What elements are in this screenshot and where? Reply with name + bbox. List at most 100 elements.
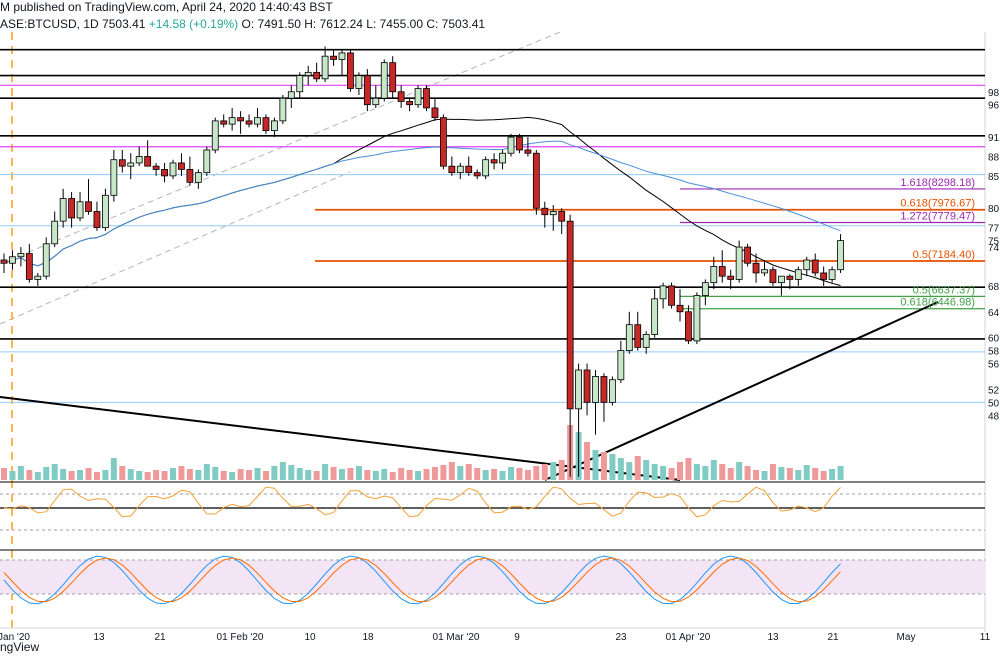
candle xyxy=(203,149,211,174)
candle xyxy=(600,376,608,403)
candle xyxy=(287,91,295,99)
candle xyxy=(296,75,304,93)
volume-bar xyxy=(837,466,844,480)
volume-bar xyxy=(136,471,143,480)
candle xyxy=(372,97,380,106)
candle xyxy=(828,269,836,280)
volume-bar xyxy=(220,471,227,480)
volume-bar xyxy=(753,470,760,480)
close-value: 7503.41 xyxy=(102,17,146,31)
candle xyxy=(313,71,321,80)
y-tick-label: 68 xyxy=(988,282,1000,293)
x-tick-label: 13 xyxy=(93,632,105,643)
volume-bar xyxy=(288,465,295,480)
candle xyxy=(676,304,684,313)
volume-bar xyxy=(829,469,836,480)
volume-bar xyxy=(516,468,523,480)
candle xyxy=(549,211,557,216)
candle xyxy=(752,262,760,274)
volume-bar xyxy=(668,468,675,480)
volume-bar xyxy=(26,470,33,480)
fib-label: 0.5(6637.37) xyxy=(913,284,975,296)
candle xyxy=(245,120,253,125)
candle xyxy=(541,207,549,216)
channel-lower xyxy=(0,171,351,325)
volume-bar xyxy=(195,470,202,480)
candle xyxy=(152,165,160,170)
volume-bar xyxy=(803,465,810,480)
candle xyxy=(338,52,346,60)
publish-line: M published on TradingView.com, April 24… xyxy=(0,0,333,14)
volume-bar xyxy=(68,471,75,480)
fib-label: 1.272(7779.47) xyxy=(900,211,975,223)
volume-bar xyxy=(9,471,16,480)
candle xyxy=(583,369,591,403)
volume-bar xyxy=(347,468,354,480)
volume-bar xyxy=(364,470,371,480)
candle xyxy=(211,120,219,151)
volume-bar xyxy=(60,469,67,480)
y-tick-label: 77 xyxy=(988,224,1000,235)
volume-bar xyxy=(153,470,160,480)
y-tick-label: 91 xyxy=(988,133,1000,144)
ma-blue xyxy=(3,140,841,267)
up-trendline xyxy=(544,301,939,481)
candle xyxy=(465,165,473,174)
volume-bar xyxy=(550,462,557,480)
candle xyxy=(718,266,726,277)
volume-bar xyxy=(144,472,151,480)
channel-upper xyxy=(0,32,561,265)
volume-bar xyxy=(736,462,743,480)
volume-bar xyxy=(355,466,362,480)
volume-bar xyxy=(693,464,700,480)
y-tick-label: 80 xyxy=(988,204,1000,215)
volume-bar xyxy=(626,462,633,480)
symbol-line: ASE:BTCUSD, 1D 7503.41 +14.58 (+0.19%) O… xyxy=(0,17,485,31)
volume-bar xyxy=(533,466,540,480)
candle xyxy=(642,334,650,348)
price-chart[interactable]: 1.618(8298.18) 0.618(7976.67)1.272(7779.4… xyxy=(0,32,1000,644)
candle xyxy=(786,275,794,280)
volume-bar xyxy=(17,466,24,480)
candle xyxy=(270,120,278,131)
candle xyxy=(9,256,16,264)
volume-bar xyxy=(212,467,219,480)
candle xyxy=(228,117,236,125)
x-tick-label: 01 Mar '20 xyxy=(433,632,480,643)
x-tick-label: 21 xyxy=(154,632,166,643)
y-tick-label: 75 xyxy=(988,237,1000,248)
volume-bar xyxy=(43,467,50,480)
candle xyxy=(397,91,405,102)
y-tick-label: 98 xyxy=(988,88,1000,99)
volume-bar xyxy=(77,470,84,480)
volume-bars xyxy=(1,425,844,480)
volume-bar xyxy=(465,464,472,480)
oscillators xyxy=(0,481,985,629)
y-tick-label: 58 xyxy=(988,347,1000,358)
down-trendline xyxy=(0,396,681,481)
candle xyxy=(68,198,75,219)
volume-bar xyxy=(423,469,430,480)
volume-bar xyxy=(229,472,236,480)
candle xyxy=(127,162,135,167)
volume-bar xyxy=(474,468,481,480)
volume-bar xyxy=(330,467,337,480)
candle xyxy=(617,350,625,381)
rsi-line xyxy=(3,486,841,518)
x-tick-label: 11 xyxy=(980,632,991,643)
candle xyxy=(634,324,642,348)
y-tick-label: 85 xyxy=(988,172,1000,183)
volume-bar xyxy=(677,462,683,480)
x-tick-label: Jan '20 xyxy=(0,632,30,643)
volume-bar xyxy=(440,465,447,480)
y-tick-label: 48 xyxy=(988,411,1000,422)
candle xyxy=(17,253,25,258)
volume-bar xyxy=(254,468,261,480)
volume-bar xyxy=(237,469,244,480)
candles xyxy=(0,46,844,477)
candle xyxy=(837,240,844,271)
candle xyxy=(194,172,202,183)
candle xyxy=(794,269,802,280)
candle xyxy=(490,159,498,164)
volume-bar xyxy=(34,472,41,480)
